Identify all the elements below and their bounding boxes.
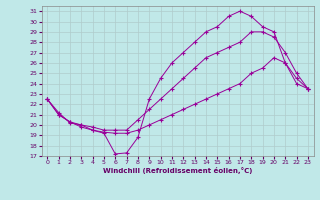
X-axis label: Windchill (Refroidissement éolien,°C): Windchill (Refroidissement éolien,°C) [103,167,252,174]
